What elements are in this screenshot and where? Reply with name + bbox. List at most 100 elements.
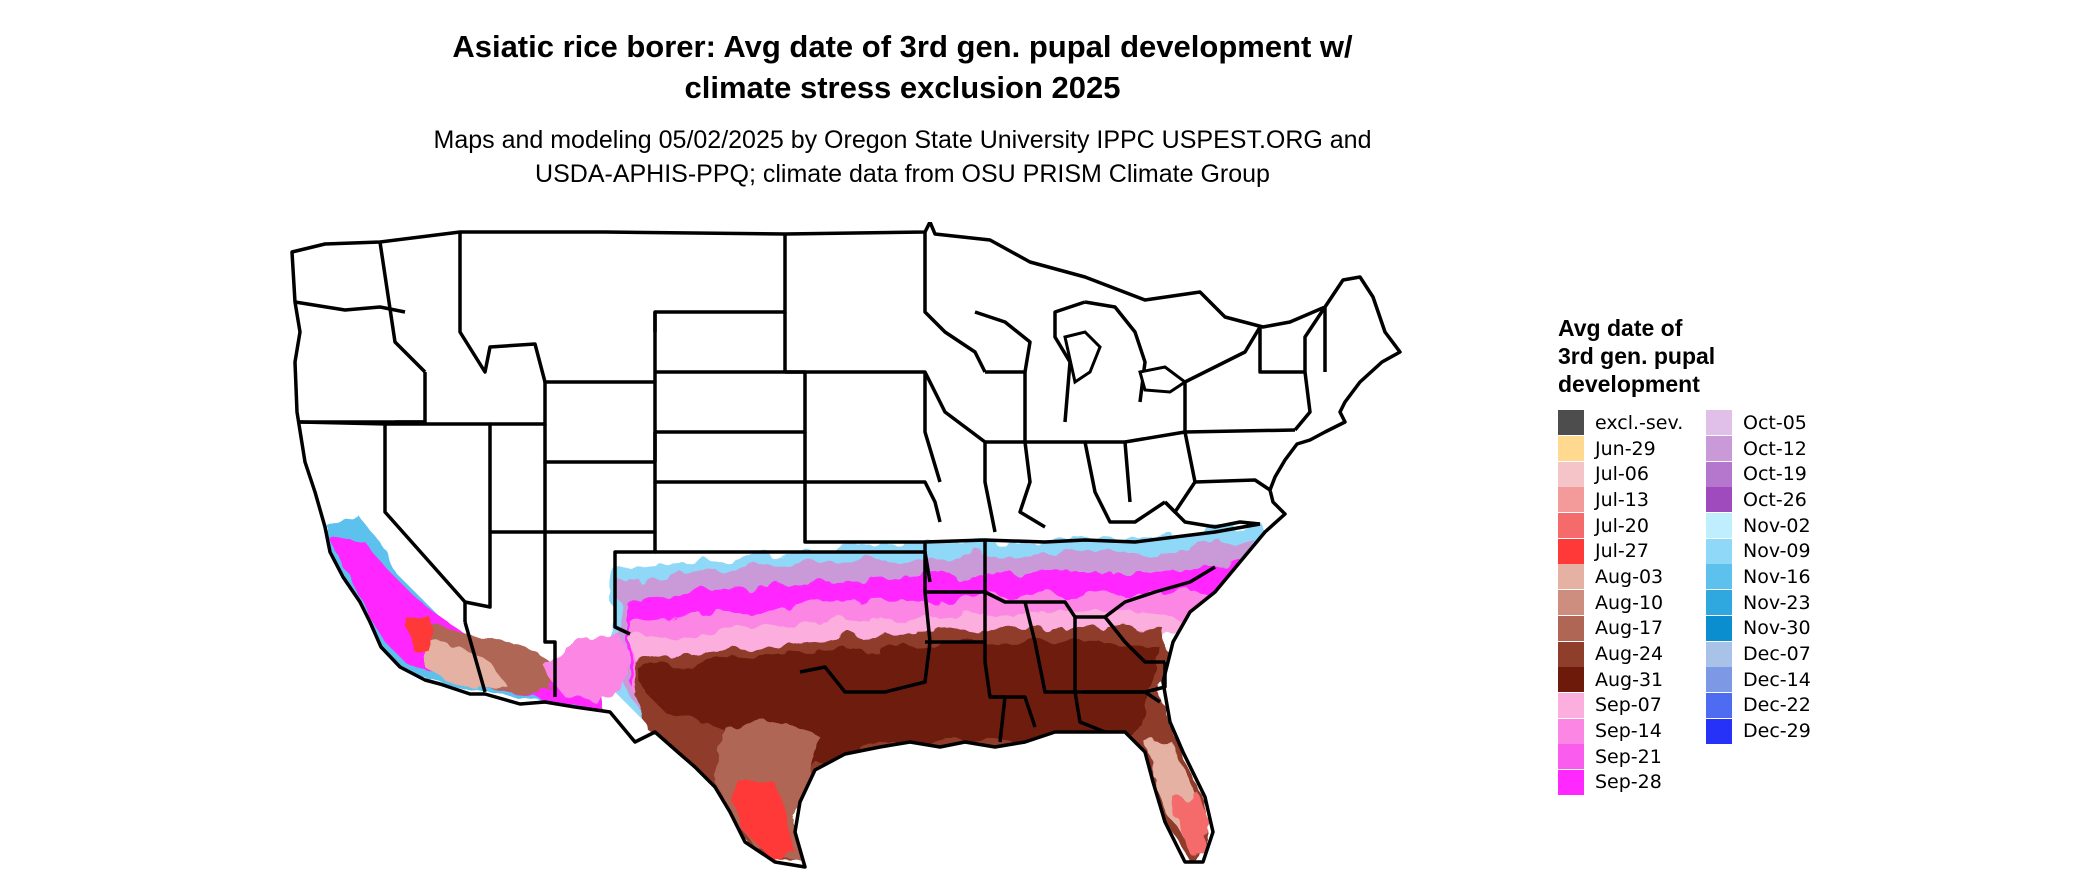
us-map xyxy=(290,222,1402,869)
legend-item: Nov-09 xyxy=(1706,538,1811,564)
legend-swatch xyxy=(1558,641,1584,667)
legend-item: Aug-10 xyxy=(1558,590,1683,616)
legend-column-1: excl.-sev. Jun-29 Jul-06 Jul-13 Jul-20 Jul-27… xyxy=(1558,410,1683,795)
legend-label: Dec-14 xyxy=(1743,668,1811,691)
legend-swatch xyxy=(1706,692,1732,718)
legend-label: Oct-12 xyxy=(1743,437,1807,460)
legend-label: Jul-27 xyxy=(1595,540,1649,563)
legend-item: Aug-17 xyxy=(1558,615,1683,642)
legend-swatch xyxy=(1706,461,1732,487)
legend-swatch xyxy=(1706,436,1732,462)
legend-item: Jul-20 xyxy=(1558,513,1683,539)
great-lakes xyxy=(1063,330,1188,394)
legend-label: Jul-06 xyxy=(1595,463,1649,486)
legend-item: Dec-14 xyxy=(1706,667,1811,693)
legend-item: excl.-sev. xyxy=(1558,410,1683,436)
legend-label: Dec-29 xyxy=(1743,720,1811,743)
legend-swatch xyxy=(1706,590,1732,616)
zone-sep14-new-mexico xyxy=(540,630,630,702)
legend-item: Sep-14 xyxy=(1558,718,1683,744)
zone-jul27-southwest xyxy=(405,612,437,652)
legend-swatch xyxy=(1706,538,1732,564)
legend-swatch xyxy=(1558,769,1584,795)
legend-label: Aug-03 xyxy=(1595,565,1664,588)
legend-item: Dec-29 xyxy=(1706,718,1811,744)
legend-label: Aug-31 xyxy=(1595,668,1664,691)
legend-label: Nov-16 xyxy=(1743,565,1811,588)
legend-label: Nov-02 xyxy=(1743,514,1811,537)
legend-item: Nov-23 xyxy=(1706,590,1811,616)
legend-label: Dec-22 xyxy=(1743,694,1811,717)
state-boundaries xyxy=(290,222,1402,869)
legend-item: Aug-03 xyxy=(1558,564,1683,590)
legend-label: Oct-26 xyxy=(1743,488,1807,511)
zone-jul27-south-texas xyxy=(733,777,797,857)
zone-aug03-southwest xyxy=(425,642,505,692)
legend-swatch xyxy=(1558,692,1584,718)
legend-item: Aug-24 xyxy=(1558,641,1683,667)
legend-swatch xyxy=(1558,436,1584,462)
legend-item: Jul-13 xyxy=(1558,487,1683,513)
legend-item: Nov-16 xyxy=(1706,564,1811,590)
map-title-line-2: climate stress exclusion 2025 xyxy=(684,70,1121,105)
legend-title-line-2: 3rd gen. pupal xyxy=(1558,343,1716,369)
legend-item: Jun-29 xyxy=(1558,436,1683,462)
legend-item: Sep-21 xyxy=(1558,744,1683,770)
legend-label: Jul-20 xyxy=(1595,514,1649,537)
legend-label: Sep-07 xyxy=(1595,694,1662,717)
legend-swatch xyxy=(1558,461,1584,487)
legend-swatch xyxy=(1706,667,1732,693)
legend-label: Aug-24 xyxy=(1595,643,1664,666)
legend-label: Nov-23 xyxy=(1743,591,1811,614)
legend-swatch xyxy=(1558,744,1584,770)
legend-label: Oct-05 xyxy=(1743,411,1807,434)
map-title: Asiatic rice borer: Avg date of 3rd gen.… xyxy=(0,26,1805,108)
legend-title-line-3: development xyxy=(1558,371,1700,397)
legend-swatch xyxy=(1558,564,1584,590)
legend-label: Nov-30 xyxy=(1743,617,1811,640)
legend-swatch xyxy=(1558,538,1584,564)
legend-label: Oct-19 xyxy=(1743,463,1807,486)
legend-label: Sep-21 xyxy=(1595,745,1662,768)
legend-item: Oct-19 xyxy=(1706,461,1811,487)
legend-item: Dec-22 xyxy=(1706,692,1811,719)
legend-item: Nov-30 xyxy=(1706,615,1811,642)
legend-label: Nov-09 xyxy=(1743,540,1811,563)
legend-swatch xyxy=(1706,513,1732,539)
legend-swatch xyxy=(1706,410,1732,436)
legend-swatch xyxy=(1706,487,1732,513)
legend-label: Aug-10 xyxy=(1595,591,1664,614)
legend-swatch xyxy=(1558,718,1584,744)
legend-item: Aug-31 xyxy=(1558,667,1683,693)
legend-label: Jul-13 xyxy=(1595,488,1649,511)
legend-item: Sep-07 xyxy=(1558,692,1683,719)
legend-swatch xyxy=(1706,718,1732,744)
legend-item: Oct-26 xyxy=(1706,487,1811,513)
legend-label: Dec-07 xyxy=(1743,643,1811,666)
legend-label: Jun-29 xyxy=(1595,437,1656,460)
legend-item: Jul-27 xyxy=(1558,538,1683,564)
map-subtitle-line-2: USDA-APHIS-PPQ; climate data from OSU PR… xyxy=(535,160,1270,188)
legend-swatch xyxy=(1558,410,1584,436)
legend-swatch xyxy=(1558,590,1584,616)
legend-label: Aug-17 xyxy=(1595,617,1664,640)
legend-label: Sep-28 xyxy=(1595,771,1662,794)
legend-swatch xyxy=(1558,615,1584,641)
legend-label: Sep-14 xyxy=(1595,720,1662,743)
legend-column-2: Oct-05 Oct-12 Oct-19 Oct-26 Nov-02 Nov-09 Nov-… xyxy=(1706,410,1811,744)
map-subtitle: Maps and modeling 05/02/2025 by Oregon S… xyxy=(0,123,1805,191)
legend-swatch xyxy=(1558,513,1584,539)
legend-item: Oct-12 xyxy=(1706,436,1811,462)
map-title-line-1: Asiatic rice borer: Avg date of 3rd gen.… xyxy=(452,29,1353,64)
legend-item: Dec-07 xyxy=(1706,641,1811,667)
legend-swatch xyxy=(1706,641,1732,667)
legend-item: Oct-05 xyxy=(1706,410,1811,436)
legend-item: Jul-06 xyxy=(1558,461,1683,487)
legend-swatch xyxy=(1558,667,1584,693)
legend-title-line-1: Avg date of xyxy=(1558,315,1683,341)
legend-item: Nov-02 xyxy=(1706,513,1811,539)
map-subtitle-line-1: Maps and modeling 05/02/2025 by Oregon S… xyxy=(433,126,1372,154)
legend-swatch xyxy=(1558,487,1584,513)
legend-label: excl.-sev. xyxy=(1595,411,1684,434)
legend-title: Avg date of 3rd gen. pupal development xyxy=(1558,314,1715,398)
